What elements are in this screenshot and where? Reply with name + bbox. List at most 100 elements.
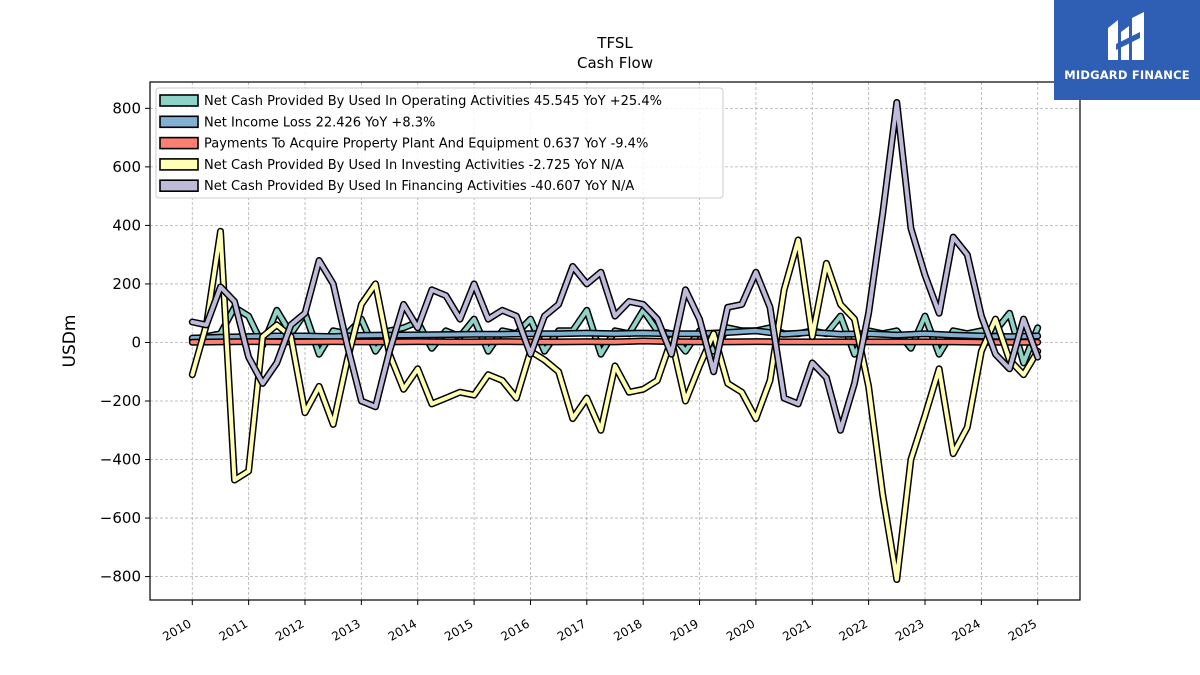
data-point: [474, 334, 475, 335]
series-line: [190, 100, 1040, 433]
data-point: [784, 341, 785, 342]
chart-title: TFSL: [596, 34, 633, 52]
data-point: [276, 310, 277, 311]
data-point: [276, 362, 277, 363]
data-point: [403, 327, 404, 328]
legend-entry: Net Income Loss 22.426 YoY +8.3%: [159, 115, 435, 130]
x-tick-label: 2014: [386, 616, 419, 643]
data-point: [530, 341, 531, 342]
data-point: [713, 333, 714, 334]
data-point: [445, 398, 446, 399]
data-point: [431, 289, 432, 290]
data-point: [474, 341, 475, 342]
data-point: [502, 310, 503, 311]
series-line: [190, 229, 1040, 582]
legend-swatch: [159, 136, 199, 150]
data-point: [206, 324, 207, 325]
data-point: [868, 386, 869, 387]
data-point: [953, 330, 954, 331]
data-point: [234, 301, 235, 302]
data-point: [361, 341, 362, 342]
data-point: [854, 319, 855, 320]
data-point: [600, 354, 601, 355]
series-line: [190, 339, 1040, 345]
data-point: [925, 341, 926, 342]
series-line: [190, 328, 1040, 341]
data-point: [910, 228, 911, 229]
data-point: [572, 266, 573, 267]
data-point: [248, 471, 249, 472]
data-point: [192, 342, 193, 343]
data-point: [389, 330, 390, 331]
data-point: [431, 403, 432, 404]
x-tick-label: 2016: [499, 616, 532, 643]
data-point: [276, 336, 277, 337]
data-point: [727, 341, 728, 342]
data-point: [784, 289, 785, 290]
data-point: [558, 341, 559, 342]
data-point: [657, 380, 658, 381]
data-point: [755, 341, 756, 342]
data-point: [896, 579, 897, 580]
data-point: [586, 283, 587, 284]
data-point: [333, 283, 334, 284]
legend-entry: Payments To Acquire Property Plant And E…: [159, 136, 648, 152]
data-point: [1037, 327, 1038, 328]
data-point: [403, 304, 404, 305]
data-point: [192, 321, 193, 322]
data-point: [981, 316, 982, 317]
legend-frame: [155, 87, 724, 199]
data-point: [586, 398, 587, 399]
data-point: [699, 319, 700, 320]
data-point: [925, 415, 926, 416]
data-point: [305, 341, 306, 342]
data-point: [558, 333, 559, 334]
data-point: [305, 336, 306, 337]
data-point: [798, 240, 799, 241]
data-point: [727, 327, 728, 328]
data-point: [629, 301, 630, 302]
y-tick-label: −600: [100, 509, 141, 527]
data-point: [1023, 374, 1024, 375]
data-point: [741, 392, 742, 393]
data-point: [727, 332, 728, 333]
legend-swatch: [159, 158, 199, 171]
data-point: [333, 424, 334, 425]
data-point: [375, 406, 376, 407]
data-point: [248, 357, 249, 358]
series-layer: [188, 99, 1042, 583]
data-point: [798, 403, 799, 404]
data-point: [488, 374, 489, 375]
legend-label: Net Cash Provided By Used In Operating A…: [204, 94, 662, 109]
y-axis: −800 −600 −400 −200 0 200 400 600 800: [100, 99, 150, 586]
x-tick-label: 2023: [893, 616, 926, 643]
data-point: [925, 333, 926, 334]
y-tick-label: 600: [112, 158, 141, 176]
data-point: [840, 316, 841, 317]
data-point: [460, 392, 461, 393]
data-point: [319, 386, 320, 387]
x-axis: 2010 2011 2012 2013 2014 2015 2016 2017 2018 2019…: [160, 600, 1039, 644]
data-point: [995, 354, 996, 355]
data-point: [1037, 342, 1038, 343]
legend: Net Cash Provided By Used In Operating A…: [155, 87, 724, 199]
data-point: [925, 275, 926, 276]
data-point: [755, 272, 756, 273]
data-point: [657, 319, 658, 320]
data-point: [192, 374, 193, 375]
data-point: [192, 338, 193, 339]
x-tick-label: 2021: [780, 616, 813, 643]
data-point: [1009, 342, 1010, 343]
data-point: [1037, 336, 1038, 337]
y-axis-label: USDm: [60, 315, 80, 368]
data-point: [755, 418, 756, 419]
data-point: [967, 427, 968, 428]
series-2: [188, 327, 1042, 342]
x-tick-label: 2019: [668, 616, 701, 643]
data-point: [417, 368, 418, 369]
data-point: [882, 494, 883, 495]
data-point: [248, 336, 249, 337]
data-point: [615, 333, 616, 334]
data-point: [600, 430, 601, 431]
data-point: [770, 380, 771, 381]
